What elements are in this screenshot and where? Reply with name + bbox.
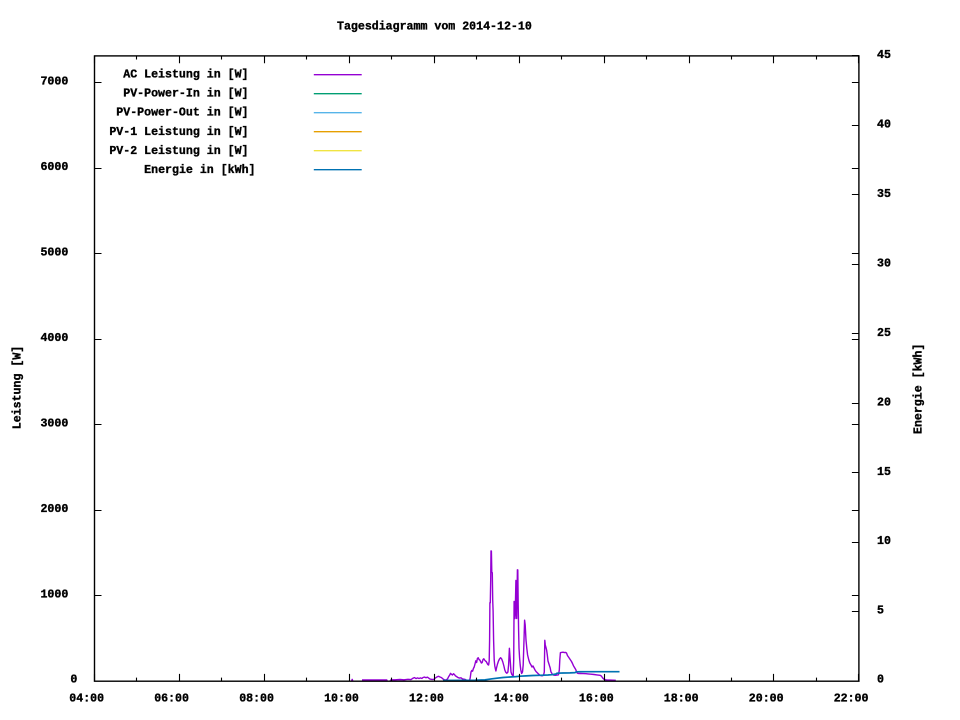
svg-text:12:00: 12:00 <box>409 692 444 705</box>
svg-text:08:00: 08:00 <box>239 692 274 705</box>
svg-text:Energie [kWh]: Energie [kWh] <box>913 344 926 434</box>
svg-text:PV-Power-In in [W]: PV-Power-In in [W] <box>123 88 248 101</box>
svg-text:0: 0 <box>70 674 77 687</box>
svg-text:45: 45 <box>877 49 891 62</box>
svg-text:6000: 6000 <box>40 161 68 174</box>
svg-text:Energie in [kWh]: Energie in [kWh] <box>144 164 255 177</box>
svg-text:30: 30 <box>877 257 891 270</box>
svg-text:Tagesdiagramm vom 2014-12-10: Tagesdiagramm vom 2014-12-10 <box>337 21 532 34</box>
svg-text:22:00: 22:00 <box>834 692 869 705</box>
svg-text:3000: 3000 <box>40 418 68 431</box>
svg-text:Leistung [W]: Leistung [W] <box>12 346 25 430</box>
svg-text:18:00: 18:00 <box>664 692 699 705</box>
svg-text:04:00: 04:00 <box>69 692 104 705</box>
svg-text:5000: 5000 <box>40 247 68 260</box>
svg-text:10:00: 10:00 <box>324 692 359 705</box>
svg-text:16:00: 16:00 <box>579 692 614 705</box>
svg-text:10: 10 <box>877 535 891 548</box>
svg-text:5: 5 <box>877 605 884 618</box>
svg-text:2000: 2000 <box>40 503 68 516</box>
svg-text:06:00: 06:00 <box>154 692 189 705</box>
svg-text:7000: 7000 <box>40 76 68 89</box>
svg-text:20: 20 <box>877 396 891 409</box>
svg-text:PV-Power-Out in [W]: PV-Power-Out in [W] <box>116 107 248 120</box>
svg-text:AC Leistung in [W]: AC Leistung in [W] <box>123 69 248 82</box>
svg-text:PV-1 Leistung in [W]: PV-1 Leistung in [W] <box>109 126 248 139</box>
svg-text:0: 0 <box>877 674 884 687</box>
svg-text:4000: 4000 <box>40 332 68 345</box>
svg-text:1000: 1000 <box>40 589 68 602</box>
svg-text:35: 35 <box>877 188 891 201</box>
svg-text:14:00: 14:00 <box>494 692 529 705</box>
svg-text:25: 25 <box>877 327 891 340</box>
svg-text:15: 15 <box>877 466 891 479</box>
svg-text:20:00: 20:00 <box>749 692 784 705</box>
svg-text:PV-2 Leistung in [W]: PV-2 Leistung in [W] <box>109 145 248 158</box>
svg-text:40: 40 <box>877 118 891 131</box>
